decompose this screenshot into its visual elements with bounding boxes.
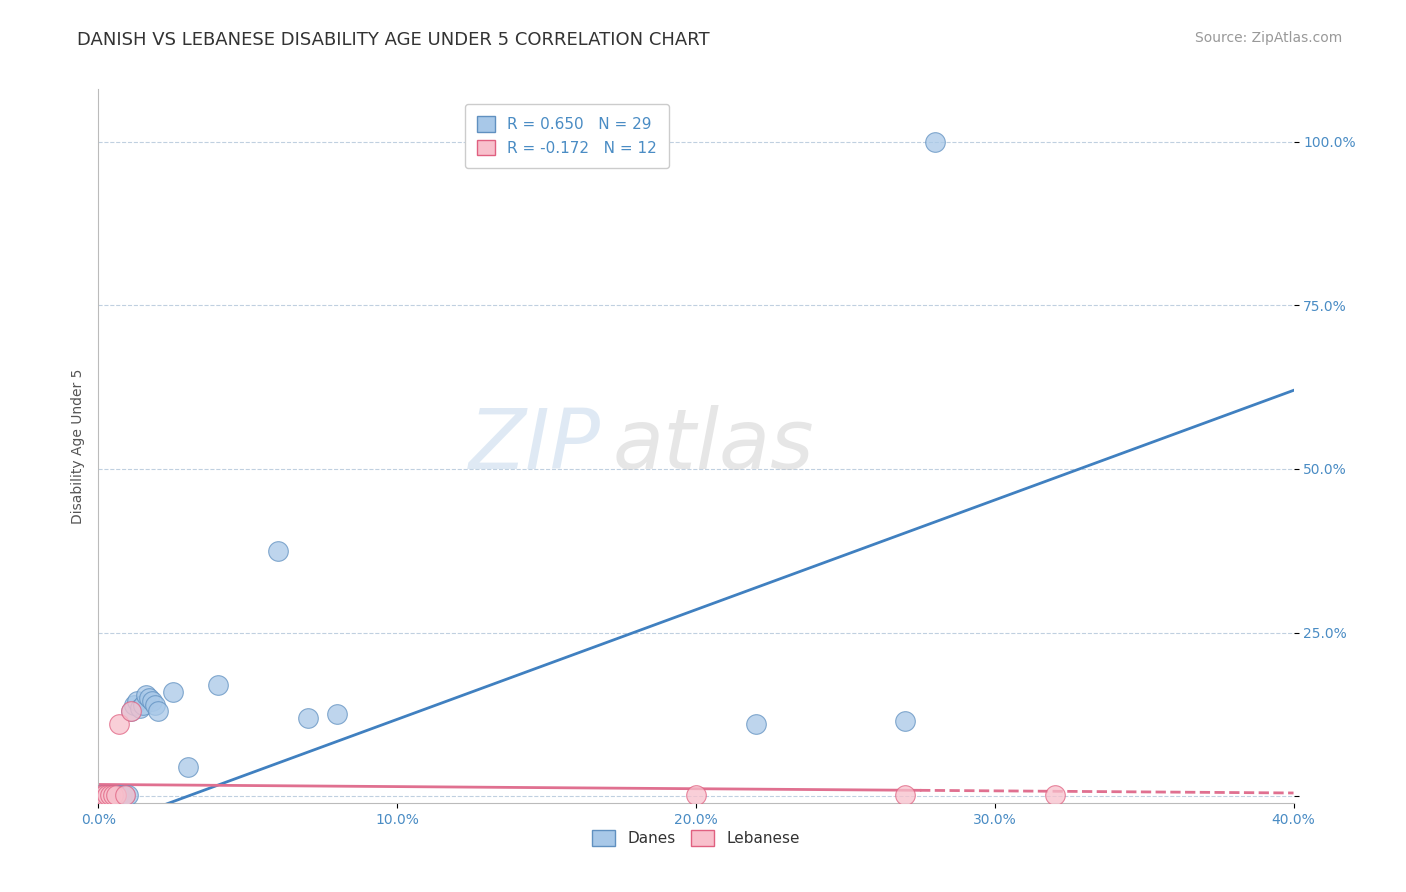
Point [108, 717, 131, 731]
Text: ZIP: ZIP [468, 406, 600, 486]
Point [111, 788, 134, 802]
Point [141, 694, 163, 708]
Point [162, 684, 184, 698]
Point [1043, 788, 1066, 802]
Point [129, 701, 152, 715]
Point [103, 788, 125, 802]
Point [105, 788, 128, 802]
Point [267, 543, 290, 558]
Point [148, 704, 170, 718]
Text: atlas: atlas [613, 406, 814, 486]
Point [103, 788, 125, 802]
Point [685, 788, 707, 802]
Point [90, 788, 112, 802]
Point [207, 678, 229, 692]
Point [114, 788, 136, 802]
Point [138, 691, 160, 706]
Point [93, 788, 115, 802]
Point [124, 698, 146, 712]
Point [117, 788, 139, 802]
Legend: Danes, Lebanese: Danes, Lebanese [586, 824, 806, 852]
Point [297, 711, 319, 725]
Point [120, 704, 142, 718]
Text: Source: ZipAtlas.com: Source: ZipAtlas.com [1195, 31, 1343, 45]
Point [894, 788, 917, 802]
Text: DANISH VS LEBANESE DISABILITY AGE UNDER 5 CORRELATION CHART: DANISH VS LEBANESE DISABILITY AGE UNDER … [77, 31, 710, 49]
Point [894, 714, 917, 728]
Point [98, 788, 122, 802]
Point [120, 704, 142, 718]
Point [93, 788, 115, 802]
Point [135, 688, 157, 702]
Point [90, 788, 112, 802]
Point [143, 698, 166, 712]
Point [108, 788, 131, 802]
Point [924, 135, 946, 149]
Y-axis label: Disability Age Under 5: Disability Age Under 5 [70, 368, 84, 524]
Point [105, 788, 128, 802]
Point [96, 788, 118, 802]
Point [745, 717, 768, 731]
Point [98, 788, 122, 802]
Point [326, 707, 349, 722]
Point [132, 698, 155, 712]
Point [114, 788, 136, 802]
Point [96, 788, 118, 802]
Point [127, 694, 149, 708]
Point [177, 760, 200, 774]
